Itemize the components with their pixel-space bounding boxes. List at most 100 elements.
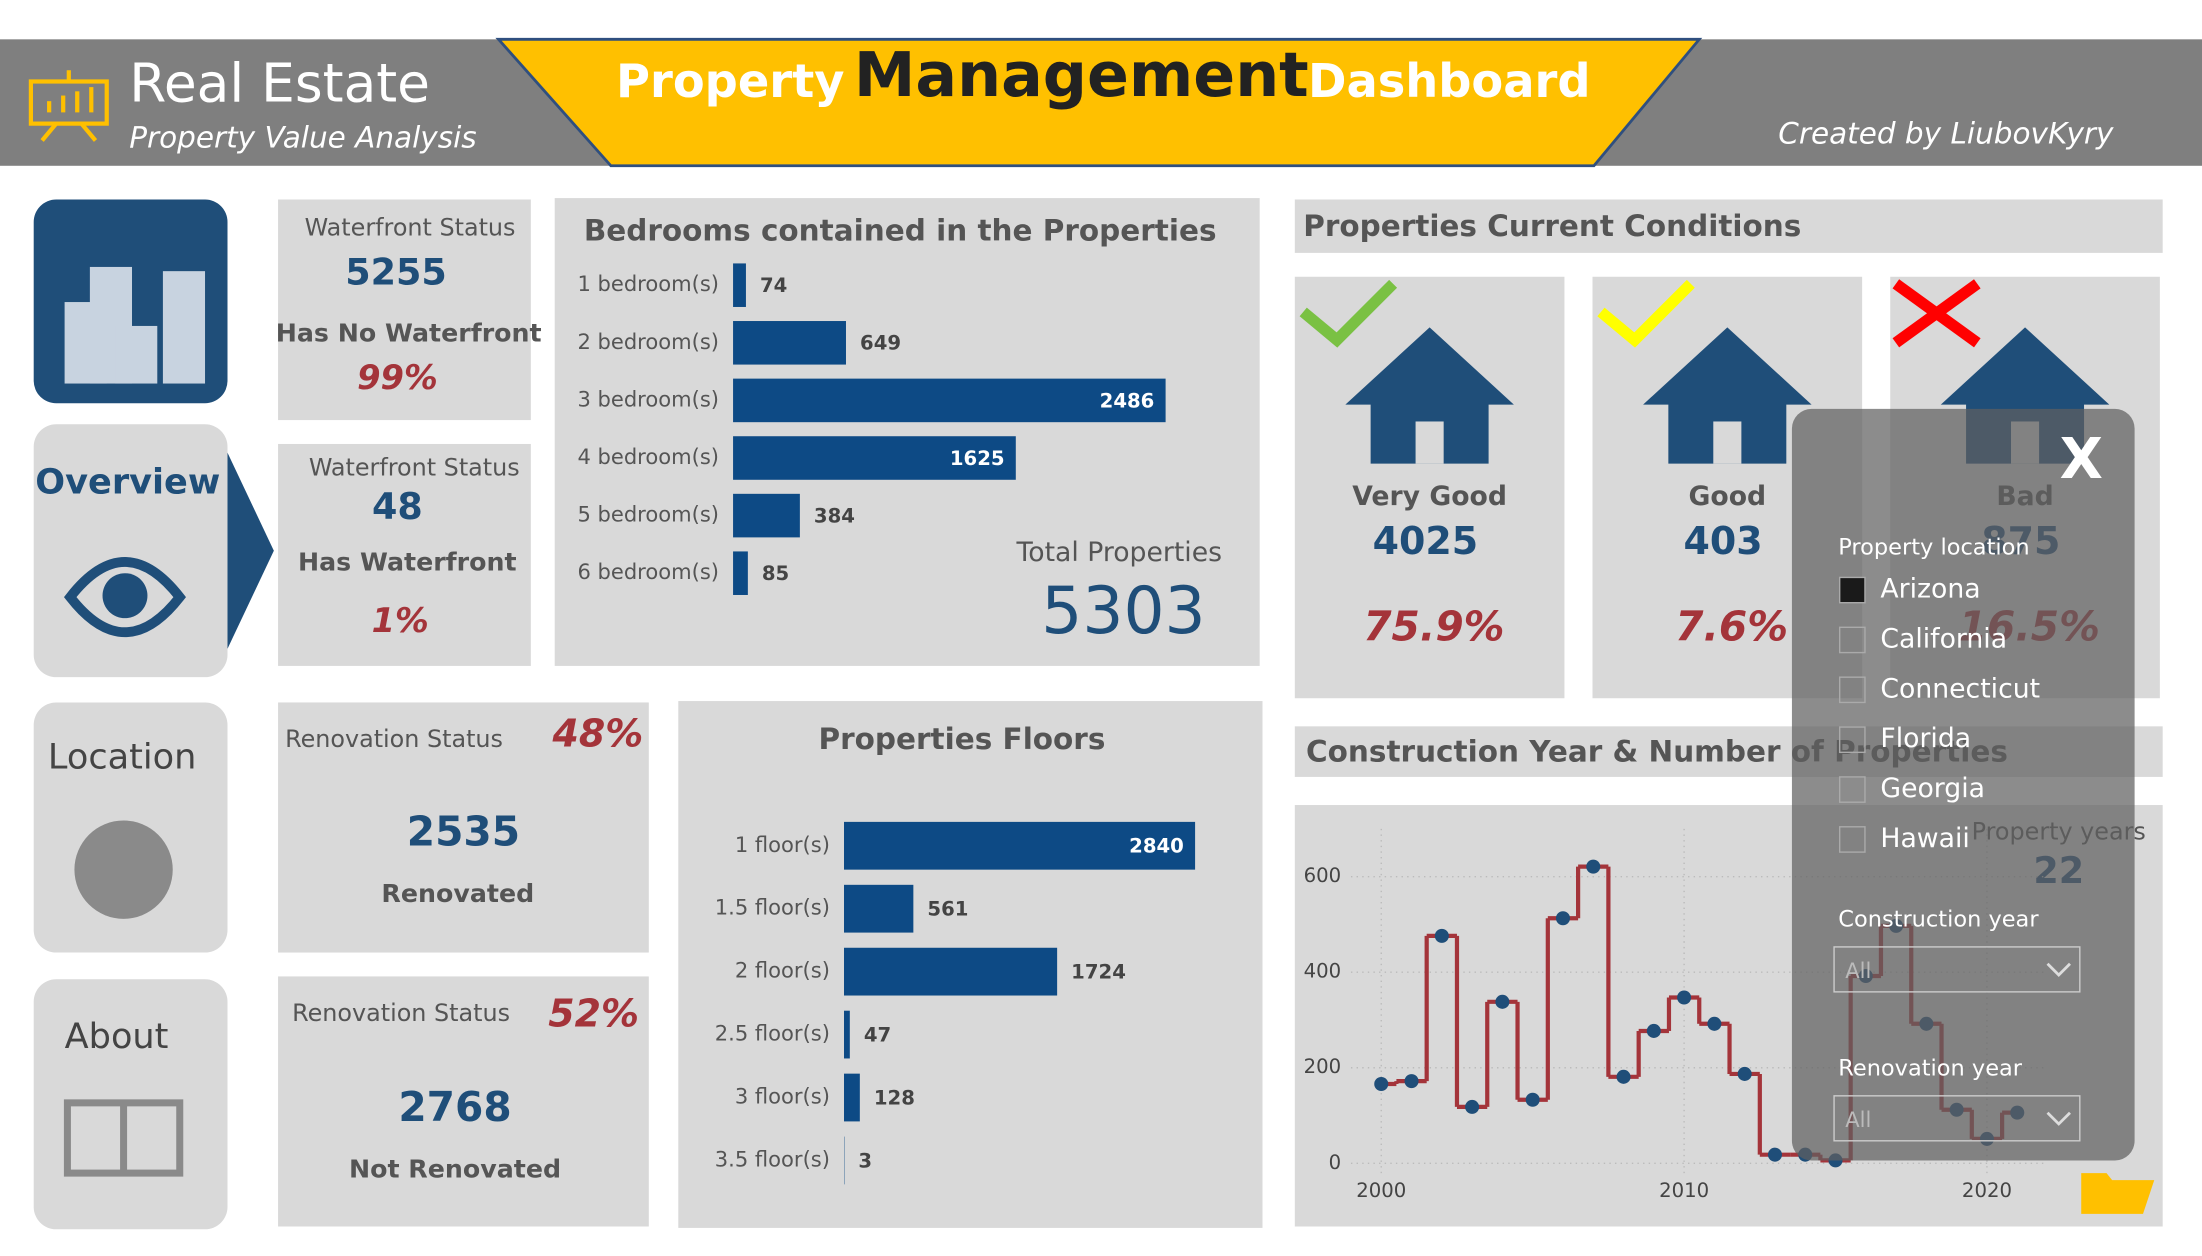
category-label: 4 bedroom(s): [577, 444, 719, 469]
house-icon: [1345, 327, 1514, 464]
bar: [733, 551, 748, 595]
house-icon: [1643, 327, 1812, 464]
chevron: [2046, 1111, 2071, 1126]
y-tick-label: 200: [1304, 1055, 1342, 1078]
panel-title: Properties Floors: [819, 722, 1106, 756]
globe-icon: [74, 820, 173, 919]
filter-label: Construction year: [1838, 907, 2039, 933]
checkbox[interactable]: [1838, 826, 1866, 853]
nav-label[interactable]: About: [65, 1016, 169, 1057]
nav-label[interactable]: Location: [48, 737, 196, 778]
banner: [495, 37, 1703, 168]
x-mark: [1892, 279, 1981, 348]
location-option[interactable]: Georgia: [1880, 773, 1985, 804]
category-label: 3 bedroom(s): [577, 386, 719, 411]
x-tick-label: 2010: [1659, 1179, 1709, 1202]
banner-word: Property: [616, 54, 844, 108]
card-label: Good: [1689, 481, 1767, 512]
card-value: 48: [372, 485, 423, 528]
card-label: Very Good: [1352, 481, 1507, 512]
category-label: 1 bedroom(s): [577, 271, 719, 296]
card-share: 75.9%: [1363, 602, 1504, 650]
location-option[interactable]: Hawaii: [1880, 823, 1969, 854]
location-option[interactable]: California: [1880, 623, 2007, 654]
location-option[interactable]: Arizona: [1880, 574, 1980, 605]
point: [1737, 1066, 1752, 1081]
eye-icon: [63, 557, 186, 637]
y-tick-label: 600: [1304, 864, 1342, 887]
filter-label: Renovation year: [1838, 1056, 2023, 1082]
total-value: 5303: [1041, 574, 1205, 649]
category-label: 1 floor(s): [735, 832, 830, 857]
location-option[interactable]: Florida: [1880, 723, 1971, 754]
point: [1525, 1092, 1540, 1107]
checkbox[interactable]: [1838, 726, 1866, 754]
bar: [733, 493, 800, 538]
value-label: 1625: [950, 447, 1005, 470]
card-label: Waterfront Status: [309, 454, 520, 482]
point: [1555, 911, 1570, 926]
point: [1404, 1074, 1419, 1089]
folder-icon[interactable]: [2081, 1173, 2155, 1214]
close-button[interactable]: X: [2060, 427, 2103, 492]
banner-word: Management: [854, 39, 1309, 111]
card-status: Not Renovated: [349, 1154, 561, 1183]
filter-panel: X Property location Arizona California Con…: [1791, 408, 2135, 1161]
dropdown-value: All: [1845, 1107, 1871, 1132]
card-share: 52%: [548, 991, 639, 1035]
nav-arrow: [224, 446, 274, 655]
value-label: 649: [860, 332, 901, 355]
card-label: Renovation Status: [292, 999, 510, 1027]
card-value: 2768: [398, 1083, 511, 1131]
check-mark: [1597, 279, 1695, 348]
filter-background: [1791, 408, 2135, 1161]
house-door: [1415, 421, 1444, 464]
category-label: 2 bedroom(s): [577, 329, 719, 354]
point: [1495, 994, 1510, 1009]
card-share: 1%: [372, 601, 429, 640]
category-label: 3 floor(s): [735, 1084, 830, 1109]
checkbox[interactable]: [1838, 626, 1866, 654]
y-tick-label: 400: [1304, 960, 1342, 983]
value-label: 128: [874, 1086, 915, 1109]
logo-icon: [28, 70, 109, 142]
dropdown[interactable]: [1833, 946, 2081, 993]
location-option[interactable]: Connecticut: [1880, 673, 2040, 704]
bar: [733, 321, 846, 365]
dropdown[interactable]: [1833, 1095, 2081, 1142]
house-door: [1713, 421, 1742, 464]
category-label: 3.5 floor(s): [715, 1146, 830, 1171]
card-share: 99%: [357, 358, 438, 397]
card: [278, 443, 531, 666]
point: [1434, 928, 1449, 943]
book-icon: [63, 1099, 184, 1177]
point: [1646, 1023, 1661, 1038]
check-mark: [1299, 279, 1398, 348]
card: [278, 702, 649, 953]
card-value: 4025: [1373, 519, 1478, 563]
checkbox[interactable]: [1838, 576, 1866, 604]
checkbox[interactable]: [1838, 776, 1866, 803]
value-label: 85: [762, 562, 789, 585]
nav-label[interactable]: Overview: [35, 461, 220, 502]
checkbox[interactable]: [1838, 676, 1866, 704]
value-label: 2486: [1100, 389, 1155, 412]
category-label: 5 bedroom(s): [577, 502, 719, 527]
point: [1677, 990, 1692, 1005]
card-share: 48%: [551, 712, 643, 756]
bar: [733, 263, 746, 307]
point: [1465, 1099, 1480, 1114]
category-label: 2.5 floor(s): [715, 1021, 830, 1046]
point: [1707, 1016, 1722, 1031]
y-tick-label: 0: [1329, 1151, 1342, 1174]
filter-label: Property location: [1838, 534, 2029, 560]
bar: [844, 1073, 860, 1122]
credit: Created by LiubovKyry: [1778, 116, 2114, 150]
panel: [554, 198, 1260, 666]
card: [278, 976, 649, 1227]
point: [1616, 1069, 1631, 1084]
category-label: 1.5 floor(s): [715, 895, 830, 920]
panel-title: Properties Current Conditions: [1303, 209, 1801, 243]
dropdown-value: All: [1845, 958, 1871, 983]
